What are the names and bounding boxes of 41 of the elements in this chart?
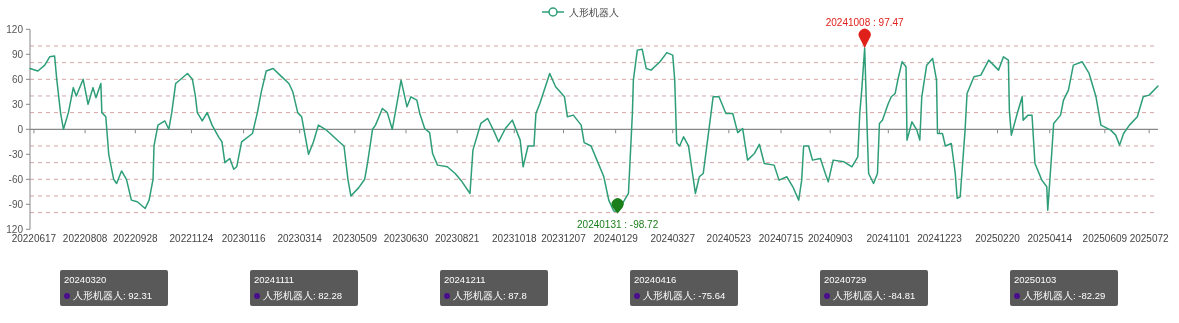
tooltip: 20240320 人形机器人: 92.31 [60,270,168,306]
tooltip: 20240416 人形机器人: -75.64 [630,270,738,306]
x-tick-label: 2025072 [1129,233,1170,245]
x-tick-label: 20240903 [807,233,853,245]
legend-label: 人形机器人 [569,6,619,18]
legend: 人形机器人 [541,6,619,18]
x-tick-label: 20221124 [169,233,214,245]
x-tick-label: 20241223 [917,233,963,245]
x-tick-label: 20240129 [593,233,639,245]
x-tick-label: 20250220 [975,233,1021,245]
x-tick-label: 20231018 [492,233,537,245]
tooltip: 20250103 人形机器人: -82.29 [1010,270,1118,306]
x-tick-label: 20230116 [221,233,266,245]
x-tick-label: 20250609 [1082,233,1128,245]
y-tick-label: 30 [11,98,24,110]
x-tick-label: 20230314 [277,233,323,245]
annotation: 20241008 : 97.47 [825,17,905,29]
x-tick-label: 20230509 [332,233,378,245]
tooltip: 20241211 人形机器人: 87.8 [440,270,548,306]
y-tick-label: 60 [11,73,24,85]
y-tick-label: -90 [8,198,24,210]
x-tick-label: 20250414 [1027,233,1073,245]
y-tick-label: -30 [8,148,24,160]
x-tick-label: 20230821 [434,233,480,245]
y-tick-label: 120 [6,223,24,235]
x-tick-label: 20240715 [758,233,804,245]
y-tick-label: -60 [8,173,24,185]
tooltip: 20240729 人形机器人: -84.81 [820,270,928,306]
x-tick-label: 20220928 [113,233,158,245]
y-tick-label: 0 [17,123,24,135]
x-tick-label: 20220617 [11,233,57,245]
annotation: 20240131 : -98.72 [577,218,659,230]
x-tick-label: 20240327 [650,233,696,245]
y-tick-label: 120 [6,23,24,35]
x-tick-label: 20220808 [62,233,108,245]
x-tick-label: 20241101 [866,233,911,245]
y-tick-label: 90 [11,48,24,60]
tooltip: 20241111 人形机器人: 82.28 [250,270,358,306]
x-tick-label: 20230630 [383,233,429,245]
x-tick-label: 20231207 [541,233,587,245]
x-tick-label: 20240523 [706,233,752,245]
